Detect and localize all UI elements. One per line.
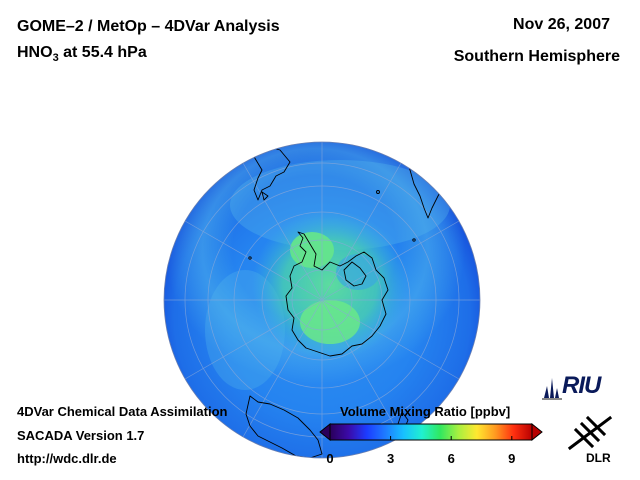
analysis-date: Nov 26, 2007 [513,16,610,33]
globe-outline [163,141,481,459]
colorbar-tick-label-0: 0 [326,451,334,466]
species-subscript: 3 [52,52,59,65]
dlr-logo-text: DLR [586,451,611,465]
colorbar-tick-label-9: 9 [508,451,516,466]
colorbar-scale [329,423,533,441]
tierra-del-fuego [261,191,269,201]
footer-url: http://wdc.dlr.de [17,451,117,466]
colorbar-tick-label-3: 3 [386,451,395,466]
pressure-level: at 55.4 hPa [58,44,147,61]
riu-logo-icon [542,378,562,400]
australia-coast [245,395,323,458]
vortex-core-1 [290,232,334,268]
vortex-core-2 [300,300,360,344]
dlr-logo-icon [567,415,613,451]
species-name: HNO [17,44,53,61]
colorbar-min-arrow [319,422,331,442]
colorbar [319,422,543,442]
footer-version: SACADA Version 1.7 [17,428,145,443]
south-america-coast [249,142,291,201]
ross-ice-shelf [343,261,367,287]
hemisphere-label: Southern Hemisphere [453,48,620,65]
graticule [164,142,480,458]
madagascar-coast [457,195,467,223]
map-title: GOME–2 / MetOp – 4DVar Analysis [17,18,280,35]
footer-system-name: 4DVar Chemical Data Assimilation [17,404,228,419]
species-label: HNO3 at 55.4 hPa [17,44,147,64]
antarctica-coast [285,231,389,357]
colorbar-tick-label-6: 6 [447,451,455,466]
colorbar-max-arrow [531,422,543,442]
colorbar-title: Volume Mixing Ratio [ppbv] [340,404,511,419]
riu-logo-text: RIU [562,372,601,399]
